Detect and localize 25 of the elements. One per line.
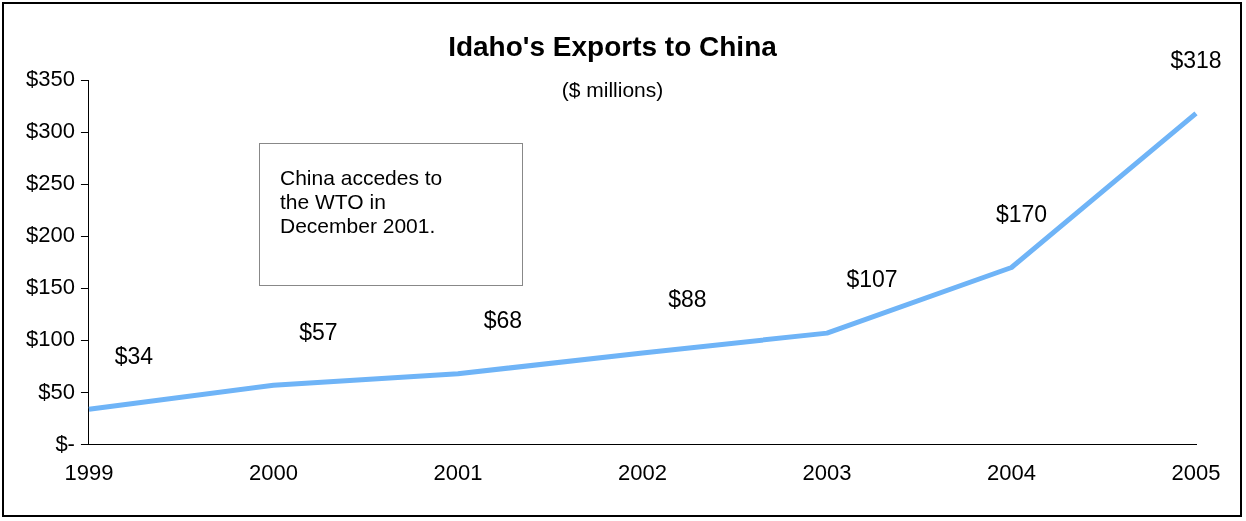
data-label: $68 bbox=[483, 307, 523, 334]
y-tick-label: $- bbox=[55, 430, 75, 456]
chart-title: Idaho's Exports to China bbox=[448, 30, 778, 62]
chart-subtitle: ($ millions) bbox=[561, 77, 664, 101]
x-tick-label: 2005 bbox=[1171, 459, 1221, 485]
y-tick-label: $350 bbox=[25, 66, 75, 92]
x-tick-label: 2002 bbox=[617, 459, 667, 485]
y-tick-label: $100 bbox=[25, 326, 75, 352]
data-label: $318 bbox=[1170, 46, 1222, 73]
data-label: $34 bbox=[114, 342, 154, 369]
data-label: $57 bbox=[299, 318, 338, 345]
y-tick-label: $200 bbox=[25, 222, 75, 248]
x-tick-label: 2001 bbox=[433, 459, 483, 485]
y-tick-label: $50 bbox=[38, 378, 75, 404]
y-tick-label: $300 bbox=[25, 118, 75, 144]
note-box: China accedes to the WTO in December 2001. bbox=[259, 143, 523, 286]
x-tick-label: 2004 bbox=[987, 459, 1036, 485]
y-tick-label: $150 bbox=[25, 274, 75, 300]
y-tick-label: $250 bbox=[25, 170, 75, 196]
data-label: $88 bbox=[668, 286, 707, 313]
x-tick-label: 2003 bbox=[802, 459, 852, 485]
x-tick-label: 1999 bbox=[64, 459, 114, 485]
x-tick-label: 2000 bbox=[248, 459, 298, 485]
data-label: $107 bbox=[846, 266, 898, 293]
data-label: $170 bbox=[995, 200, 1048, 227]
